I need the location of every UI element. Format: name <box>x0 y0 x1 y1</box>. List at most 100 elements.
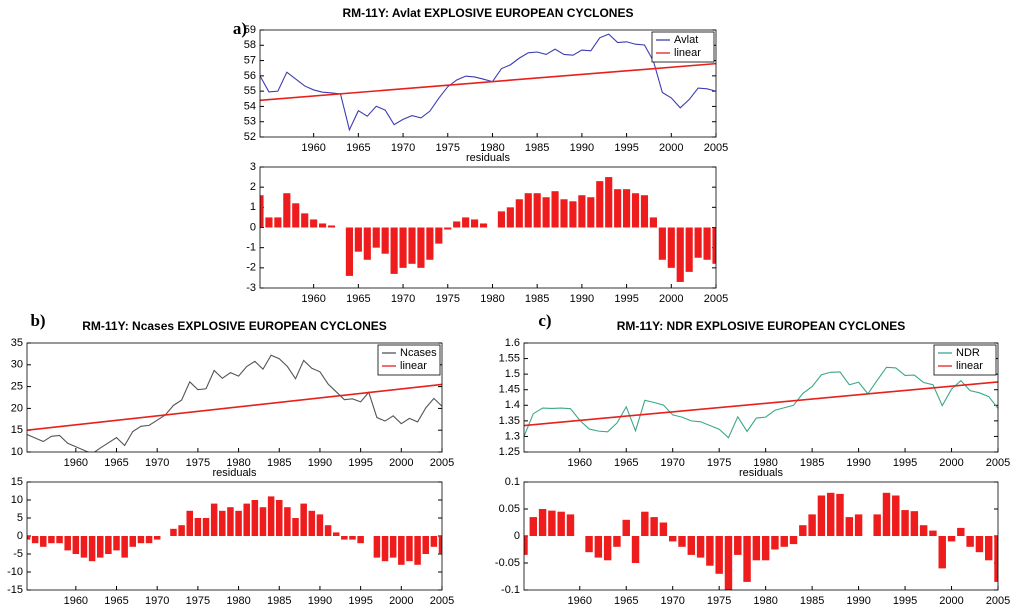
plot-marks <box>524 492 998 590</box>
bar <box>398 536 405 565</box>
bar <box>706 536 714 566</box>
bar <box>178 525 185 536</box>
x-tick-label: 2000 <box>659 142 683 154</box>
x-tick-label: 1970 <box>145 595 169 605</box>
bar <box>817 495 826 536</box>
y-tick-label: -5 <box>13 548 23 560</box>
y-tick-label: 0.1 <box>505 476 520 488</box>
x-tick-label: 1985 <box>800 457 824 469</box>
bar <box>533 193 541 228</box>
bar <box>202 518 210 536</box>
bar <box>316 514 324 536</box>
bar <box>703 227 711 260</box>
bar <box>910 511 919 536</box>
bar <box>194 518 202 536</box>
x-tick-label: 1970 <box>391 142 415 154</box>
bar <box>414 536 421 565</box>
bar <box>566 514 575 536</box>
bar <box>345 227 353 276</box>
bar <box>631 536 640 563</box>
bar <box>283 193 291 228</box>
bar <box>676 227 684 282</box>
bar <box>145 536 153 544</box>
x-tick-label: 1990 <box>570 142 594 154</box>
y-tick-label: 56 <box>244 70 256 82</box>
y-tick-label: 25 <box>11 381 23 393</box>
y-tick-label: 30 <box>11 359 23 371</box>
y-tick-label: 5 <box>17 512 23 524</box>
series-line <box>27 383 442 431</box>
bar <box>650 517 658 536</box>
bar <box>292 518 299 536</box>
panel-label: b) <box>30 311 45 330</box>
x-tick-label: 1975 <box>436 142 460 154</box>
y-tick-label: 10 <box>11 494 23 506</box>
plot-area <box>27 343 442 452</box>
x-tick-label: 1985 <box>525 142 549 154</box>
bar <box>836 493 844 536</box>
bar <box>587 197 595 228</box>
legend-label: linear <box>400 360 427 372</box>
x-tick-label: 1975 <box>186 457 210 469</box>
y-tick-label: 53 <box>244 116 256 128</box>
bar <box>901 510 909 536</box>
x-tick-label: 1970 <box>660 595 684 605</box>
bar <box>31 536 39 544</box>
bar <box>408 227 416 264</box>
bar <box>300 503 307 536</box>
bar <box>685 227 693 272</box>
y-tick-label: 1.5 <box>505 368 520 380</box>
y-tick-label: 52 <box>244 131 256 143</box>
x-tick-label: 1995 <box>893 457 917 469</box>
x-tick-label: 2005 <box>704 142 728 154</box>
x-tick-label: 1960 <box>64 595 88 605</box>
bar <box>892 495 900 536</box>
bar <box>260 195 264 228</box>
y-tick-label: 57 <box>244 54 256 66</box>
bar <box>422 536 429 554</box>
bar <box>712 227 716 264</box>
series-line <box>524 366 998 439</box>
x-tick-label: 2000 <box>389 595 413 605</box>
legend-label: Avlat <box>674 34 698 46</box>
bar <box>48 536 55 544</box>
bar <box>137 536 145 544</box>
y-tick-label: 1.6 <box>505 337 520 349</box>
bar <box>319 223 327 228</box>
bar <box>984 536 993 561</box>
bar <box>186 510 193 536</box>
plot-marks <box>260 33 716 132</box>
y-tick-label: 1 <box>250 201 256 213</box>
bar <box>696 536 705 558</box>
bar <box>426 227 434 260</box>
y-tick-label: -10 <box>7 566 23 578</box>
bar <box>227 507 234 536</box>
y-tick-label: 1.45 <box>499 384 520 396</box>
y-tick-label: 10 <box>11 446 23 458</box>
bar <box>724 536 733 590</box>
chart-title: RM-11Y: NDR EXPLOSIVE EUROPEAN CYCLONES <box>617 319 906 333</box>
plot-area <box>260 30 716 137</box>
x-tick-label: 1970 <box>660 457 684 469</box>
y-tick-label: 15 <box>11 424 23 436</box>
bar <box>435 227 443 244</box>
bar <box>113 536 120 551</box>
axes-frame <box>523 342 999 453</box>
axes-frame <box>259 29 717 138</box>
bar <box>357 536 364 544</box>
bar <box>308 510 316 536</box>
bar <box>569 201 577 228</box>
bar <box>975 536 984 553</box>
x-tick-label: 1975 <box>436 293 460 305</box>
x-tick-label: 1980 <box>753 457 777 469</box>
bar <box>578 195 586 228</box>
y-tick-label: -3 <box>246 282 256 294</box>
x-tick-label: 2000 <box>659 293 683 305</box>
bar <box>27 536 31 540</box>
bar <box>96 536 104 558</box>
x-tick-label: 1965 <box>614 595 638 605</box>
x-tick-label: 1965 <box>346 293 370 305</box>
bar <box>265 217 273 228</box>
legend-label: Ncases <box>400 347 437 359</box>
x-tick-label: 1995 <box>893 595 917 605</box>
